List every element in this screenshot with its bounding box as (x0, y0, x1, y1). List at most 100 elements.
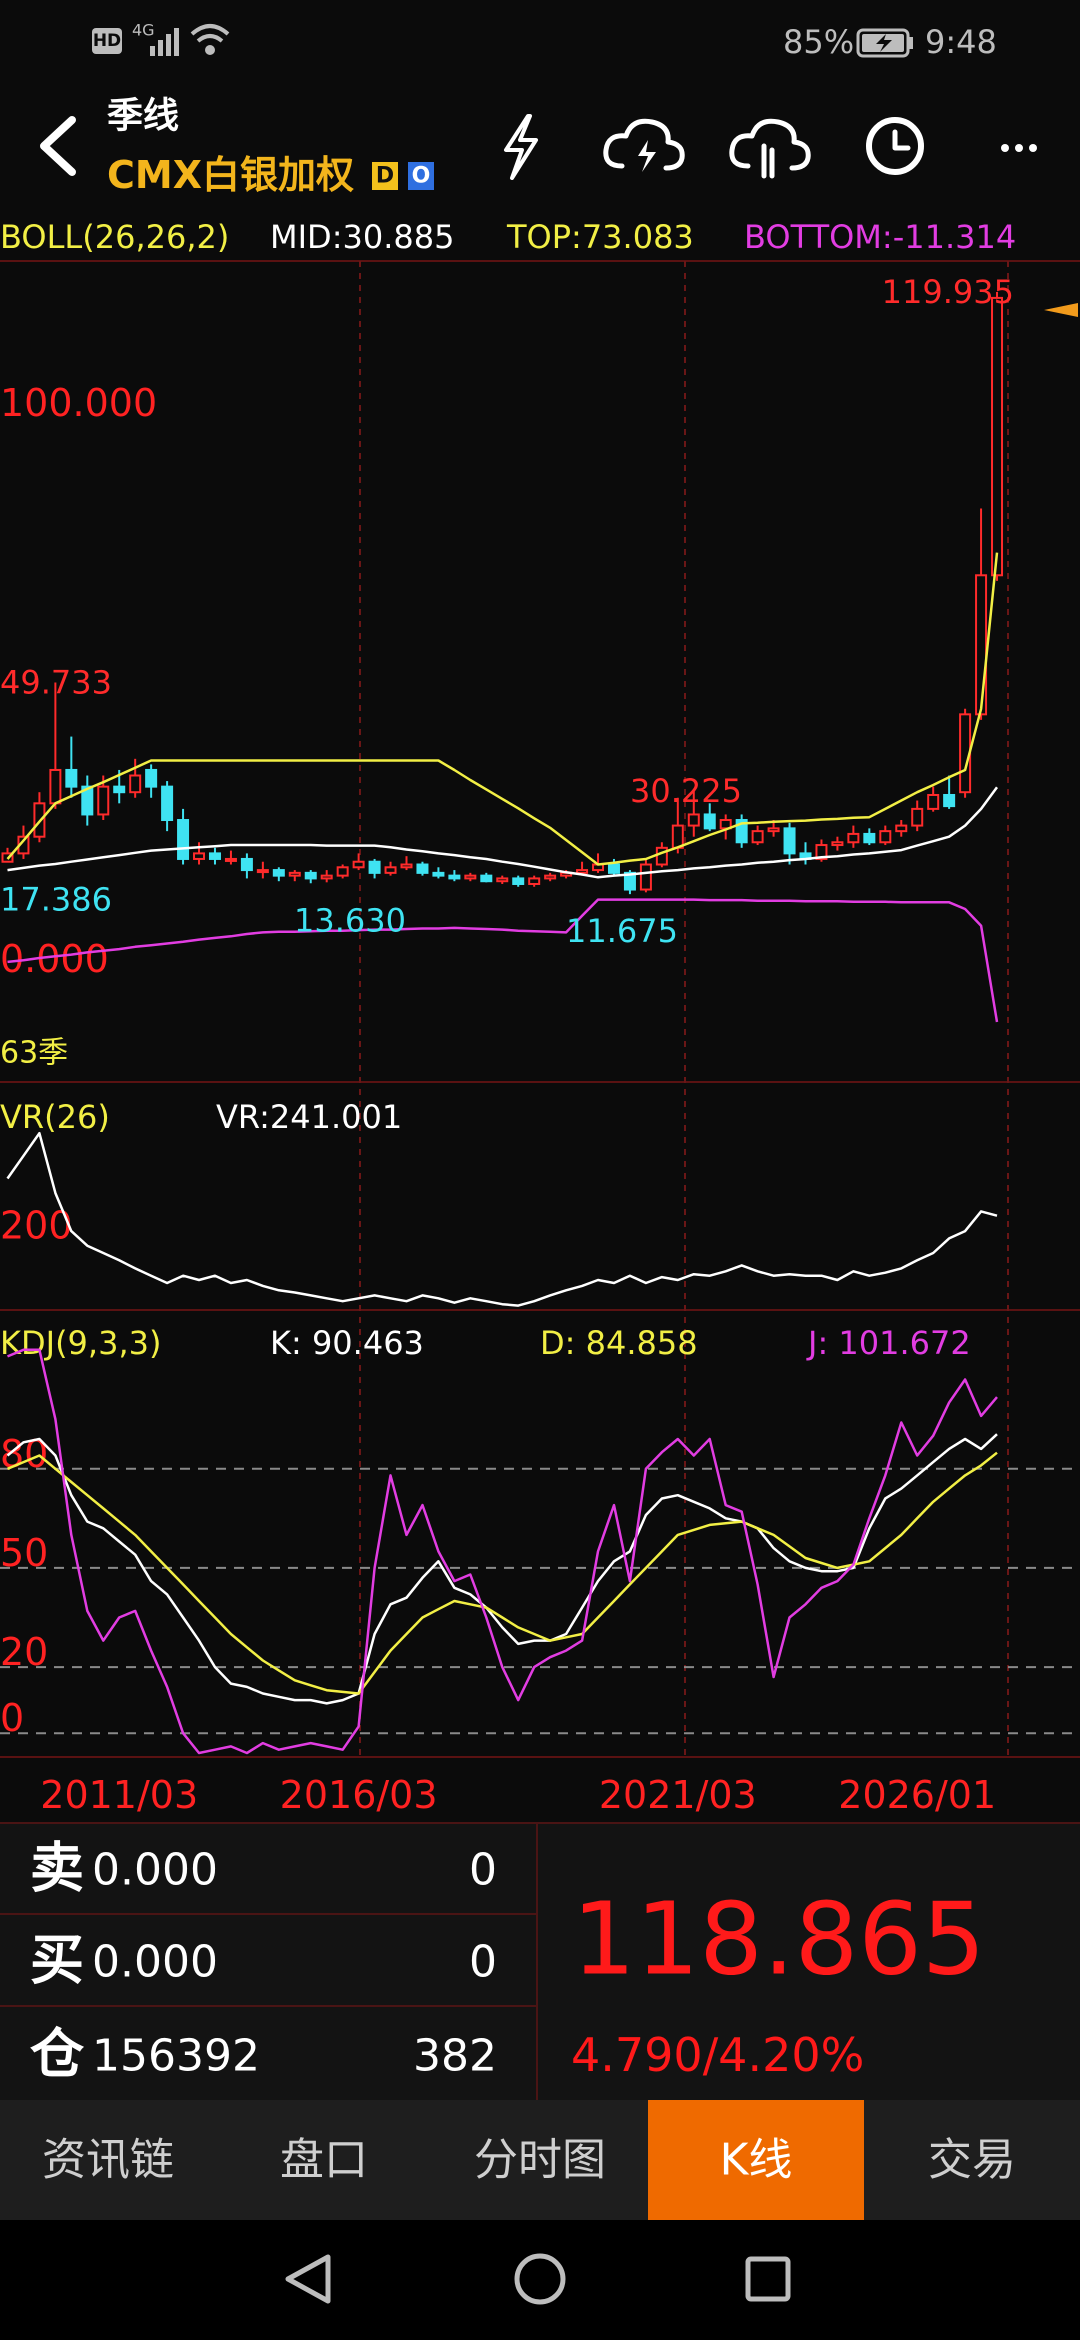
y-tick-label: 50 (0, 1531, 48, 1575)
indicator-title: VR(26) (0, 1098, 110, 1136)
header: 季线 CMX白银加权 D O (40, 96, 1037, 197)
battery-icon (856, 28, 913, 58)
candle-body (336, 866, 349, 877)
candle-body (911, 807, 924, 827)
legend-entry: TOP:73.083 (506, 218, 694, 256)
candle-body (975, 574, 988, 716)
indicator-title: BOLL(26,26,2) (0, 218, 229, 256)
quote-borders (0, 1822, 1080, 2100)
indicator-title: KDJ(9,3,3) (0, 1324, 161, 1362)
back-button[interactable] (40, 116, 76, 176)
hd-badge (92, 28, 122, 54)
candle-body (97, 785, 110, 816)
y-tick-label: 80 (0, 1432, 48, 1476)
legend-entry: BOTTOM:-11.314 (744, 218, 1016, 256)
legend-entry: VR:241.001 (216, 1098, 402, 1136)
y-tick-label: 0.000 (0, 937, 109, 981)
nav-bar (0, 2220, 1080, 2340)
candle-body (703, 813, 716, 830)
legend-entry: J: 101.672 (806, 1324, 971, 1362)
candle-body (320, 874, 333, 880)
candle-body (576, 869, 589, 874)
candle-body (831, 841, 844, 847)
legend-entry: K: 90.463 (270, 1324, 424, 1362)
candle-body (65, 768, 78, 788)
nav-bar-bg (0, 2220, 1080, 2340)
candle-body (288, 871, 301, 877)
candle-body (208, 852, 221, 860)
candle-body (480, 874, 493, 883)
badge: O (412, 164, 431, 189)
flash-icon[interactable] (504, 114, 538, 180)
extreme-label: 30.225 (630, 772, 742, 810)
candle-body (272, 869, 285, 877)
extreme-label: 49.733 (0, 663, 112, 701)
tab[interactable]: 盘口 (280, 2135, 368, 2186)
candle-body (145, 768, 158, 788)
candle-body (623, 871, 636, 891)
clock-time: 9:48 (925, 23, 997, 61)
tab-bar: 资讯链 盘口 分时图 K线 交易 (0, 2100, 1080, 2220)
wifi-icon (190, 24, 230, 55)
candle-body (639, 863, 652, 891)
candle-body (767, 827, 780, 833)
tab-bar-bg (0, 2100, 1080, 2220)
legend-entry: MID:30.885 (270, 218, 454, 256)
extreme-label: 13.630 (294, 901, 406, 939)
history-icon[interactable] (866, 117, 924, 175)
active-tab-bg (648, 2100, 864, 2220)
status-bar: HD 4G 85% 9:48 (92, 21, 997, 61)
y-tick-label: 20 (0, 1630, 48, 1674)
indicator-line (6, 552, 999, 866)
tab[interactable]: 分时图 (474, 2135, 606, 2186)
candle-body (49, 768, 62, 805)
indicator-line (7, 1451, 998, 1695)
candle-body (879, 830, 892, 844)
candle-body (113, 785, 126, 794)
row-price: 0.000 (92, 1937, 218, 1988)
candle-body (256, 869, 269, 874)
indicator-line (7, 786, 999, 879)
candle-body (991, 296, 1004, 577)
tab[interactable]: K线 (720, 2135, 793, 2186)
nav-recent[interactable] (745, 2256, 791, 2302)
extreme-label: 17.386 (0, 880, 112, 918)
more-menu[interactable] (1001, 144, 1037, 152)
candle-body (368, 860, 381, 874)
candle-body (432, 871, 445, 877)
candle-body (815, 844, 828, 860)
candle-body (193, 852, 206, 860)
candle-body (416, 863, 429, 874)
candle-body (544, 874, 557, 880)
candle-body (671, 824, 684, 849)
badge-bg (408, 162, 434, 190)
date-label: 2011/03 (40, 1773, 198, 1817)
candle-body (177, 819, 190, 860)
indicator-line (6, 1131, 998, 1307)
row-label: 卖 (30, 1837, 84, 1900)
nav-home[interactable] (514, 2253, 566, 2305)
candle-body (895, 824, 908, 833)
tab[interactable]: 交易 (928, 2135, 1016, 2186)
candle-body (943, 793, 956, 808)
cloud-flash-icon[interactable] (603, 118, 685, 172)
candle-body (512, 877, 525, 885)
nav-back[interactable] (285, 2254, 331, 2304)
cloud-sync-icon[interactable] (729, 118, 811, 179)
charts: BOLL(26,26,2) MID:30.885 TOP:73.083 BOTTOM:… (0, 218, 1080, 1817)
network-type: 4G (132, 21, 155, 40)
candle-body (751, 830, 764, 844)
battery-level: 85% (783, 23, 854, 61)
candle-body (304, 871, 317, 880)
date-label: 2021/03 (599, 1773, 757, 1817)
candle-body (496, 877, 509, 883)
row-volume: 382 (413, 2031, 497, 2082)
tab[interactable]: 资讯链 (42, 2135, 174, 2186)
count-label: 63季 (0, 1036, 68, 1071)
candle-body (687, 813, 700, 827)
row-volume: 0 (469, 1845, 497, 1896)
price-change: 4.790/4.20% (571, 2028, 864, 2082)
row-label: 买 (30, 1929, 84, 1992)
candle-body (655, 846, 668, 866)
extreme-label: 11.675 (566, 912, 678, 950)
